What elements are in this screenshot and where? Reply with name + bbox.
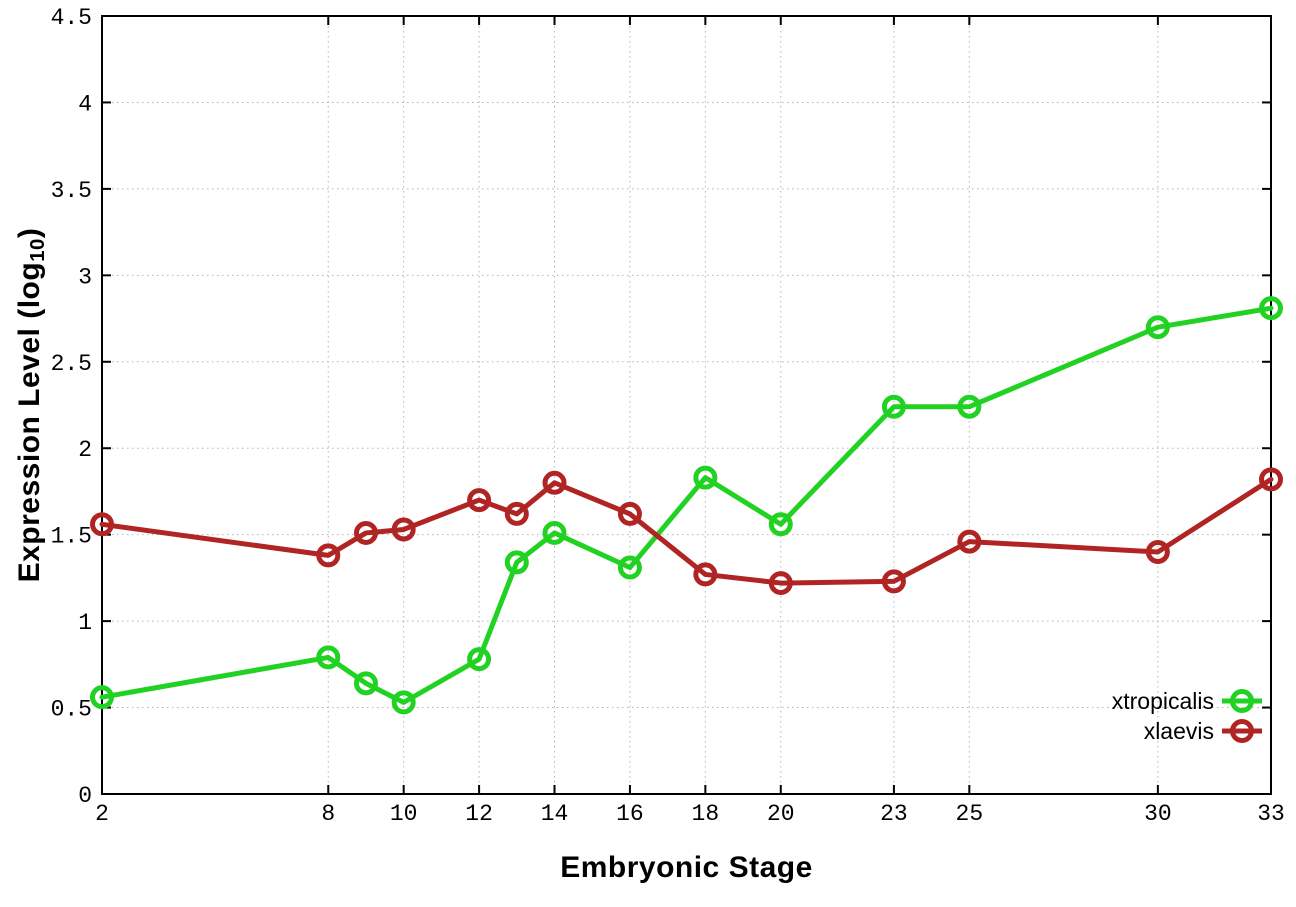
x-tick-label: 12: [465, 801, 493, 827]
gridlines: [102, 16, 1271, 794]
x-tick-label: 25: [956, 801, 984, 827]
x-tick-label: 18: [692, 801, 720, 827]
data-point-marker: [1145, 315, 1170, 340]
data-point-marker: [1259, 467, 1283, 492]
y-tick-label: 3: [78, 264, 92, 290]
x-tick-label: 8: [321, 801, 335, 827]
data-point-marker: [1145, 539, 1170, 564]
chart-legend: xtropicalis xlaevis: [1112, 686, 1262, 746]
plot-border: [101, 15, 1272, 795]
data-point-marker: [391, 517, 416, 542]
x-tick-label: 14: [541, 801, 569, 827]
line-point-marker-icon: [1222, 688, 1262, 714]
y-tick-label: 0.5: [51, 697, 92, 723]
data-point-marker: [391, 690, 416, 715]
y-tick-label: 3.5: [51, 178, 92, 204]
data-point-marker: [504, 550, 529, 575]
data-point-marker: [316, 645, 341, 670]
data-point-marker: [353, 671, 378, 696]
series-line-xlaevis: [99, 476, 1274, 586]
data-point-marker: [467, 488, 492, 513]
series-line-xtropicalis: [99, 305, 1274, 705]
x-tick-label: 2: [95, 801, 109, 827]
data-point-marker: [881, 394, 906, 419]
data-point-marker: [316, 543, 341, 568]
data-point-marker: [90, 512, 114, 537]
x-tick-label: 23: [880, 801, 908, 827]
x-axis-title: Embryonic Stage: [560, 851, 813, 884]
data-point-marker: [617, 555, 642, 580]
y-tick-label: 4.5: [51, 5, 92, 31]
data-point-marker: [768, 512, 793, 537]
y-tick-labels: 0 0.5 1 1.5 2 2.5 3 3.5 4 4.5: [51, 5, 92, 809]
data-point-marker: [881, 569, 906, 594]
legend-label-xtropicalis: xtropicalis: [1111, 687, 1214, 714]
y-tick-label: 0: [78, 783, 92, 809]
data-point-marker: [504, 501, 529, 526]
data-point-marker: [90, 685, 114, 710]
y-tick-label: 1: [78, 610, 92, 636]
data-point-marker: [542, 470, 567, 495]
y-axis-title-subscript: 10: [27, 238, 50, 262]
y-tick-label: 1.5: [51, 524, 92, 550]
data-point-marker: [768, 571, 793, 596]
line-point-marker-icon: [1222, 718, 1262, 744]
data-point-marker: [693, 562, 718, 587]
y-tick-label: 4: [78, 91, 92, 117]
data-point-marker: [957, 394, 982, 419]
series-xtropicalis: [90, 296, 1283, 715]
legend-row-xtropicalis: xtropicalis: [1112, 686, 1262, 716]
data-point-marker: [693, 465, 718, 490]
legend-label-xlaevis: xlaevis: [1143, 717, 1214, 744]
x-tick-label: 10: [390, 801, 418, 827]
y-tick-label: 2.5: [51, 351, 92, 377]
data-point-marker: [957, 529, 982, 554]
data-point-marker: [542, 520, 567, 545]
series-xlaevis: [90, 467, 1283, 596]
data-point-marker: [353, 520, 378, 545]
axis-ticks: [101, 15, 1272, 795]
legend-row-xlaevis: xlaevis: [1144, 716, 1262, 746]
x-tick-label: 33: [1257, 801, 1285, 827]
y-axis-title: Expression Level (log10): [10, 25, 50, 785]
x-tick-labels: 2 8 10 12 14 16 18 20 23 25 30 33: [95, 801, 1285, 827]
data-point-marker: [467, 647, 492, 672]
data-point-marker: [617, 501, 642, 526]
y-axis-title-suffix: ): [13, 227, 46, 239]
x-tick-label: 16: [616, 801, 644, 827]
x-tick-label: 30: [1144, 801, 1172, 827]
y-axis-title-text: Expression Level (log: [13, 261, 46, 583]
y-tick-label: 2: [78, 437, 92, 463]
x-tick-label: 20: [767, 801, 795, 827]
data-point-marker: [1259, 296, 1283, 321]
